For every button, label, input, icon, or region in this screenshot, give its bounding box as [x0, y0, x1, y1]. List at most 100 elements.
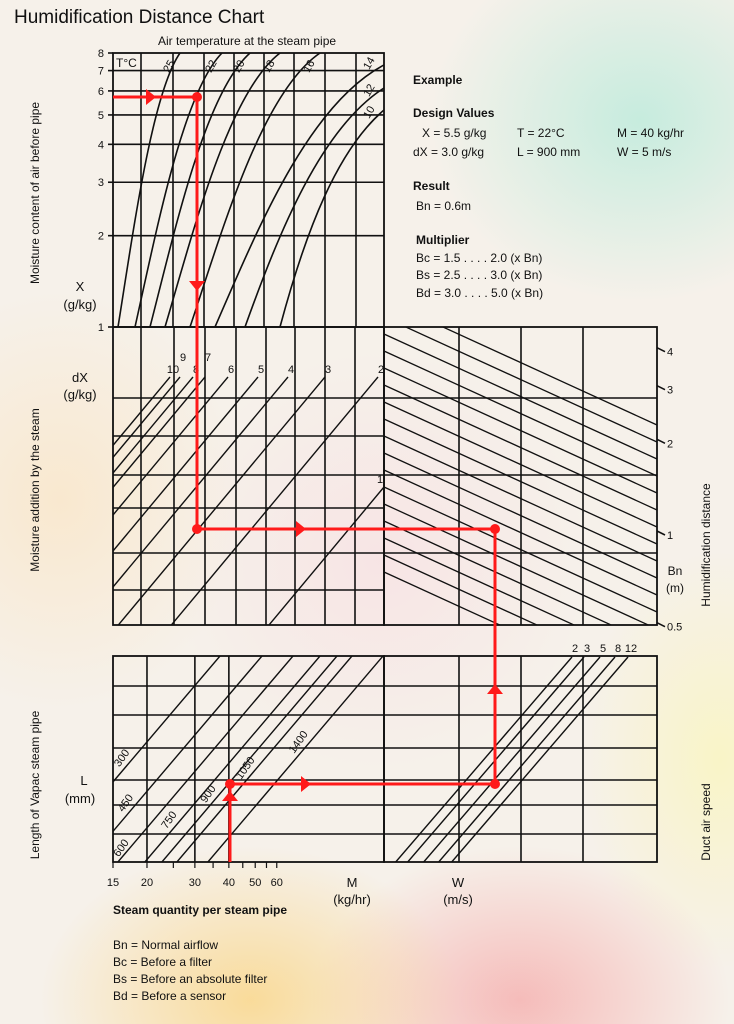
speed-line: [451, 656, 629, 862]
temperature-curve: [164, 53, 281, 327]
dx-line: [117, 376, 326, 625]
example-path-node: [192, 524, 202, 534]
panel-frame: [112, 326, 385, 626]
speed-line-label: 2: [572, 643, 578, 655]
panel-frame: [383, 655, 658, 863]
temperature-curve-label: 12: [361, 82, 378, 99]
x-tick-label: 3: [98, 177, 104, 189]
temperature-curve: [214, 64, 384, 327]
dx-symbol: dX: [72, 370, 88, 385]
bn-line: [441, 327, 657, 426]
temperature-curve-label: 20: [231, 58, 248, 75]
m-tick-label: 15: [107, 877, 119, 889]
speed-line-label: 12: [625, 643, 637, 655]
temperature-curve: [189, 53, 321, 327]
length-line: [113, 656, 263, 833]
dx-line: [113, 376, 289, 589]
dx-line: [113, 376, 181, 459]
result-heading: Result: [413, 179, 450, 193]
example-path-node: [192, 92, 202, 102]
dx-line: [113, 376, 259, 553]
length-line-label: 900: [198, 783, 218, 805]
x-tick-label: 6: [98, 86, 104, 98]
dx-line-label: 3: [325, 364, 331, 376]
dx-line: [170, 376, 379, 625]
x-unit: (g/kg): [63, 297, 97, 312]
dx-line: [268, 486, 384, 625]
length-line: [207, 656, 384, 862]
speed-line: [438, 656, 616, 862]
example-path-arrow: [301, 776, 311, 792]
x-tick-label: 5: [98, 110, 104, 122]
speed-line-label: 5: [600, 643, 606, 655]
left-bottom-axis-label: Length of Vapac steam pipe: [28, 710, 42, 860]
example-path-arrow: [487, 684, 503, 694]
example-path-node: [225, 779, 235, 789]
bn-symbol: Bn: [667, 564, 683, 578]
m-tick-label: 40: [223, 877, 235, 889]
design-dx: dX = 3.0 g/kg: [413, 145, 485, 159]
temperature-curve: [149, 53, 251, 327]
temperature-curve: [279, 109, 384, 327]
dx-line-label: 2: [378, 364, 384, 376]
page-title: Humidification Distance Chart: [14, 7, 265, 28]
temperature-curve-label: 22: [203, 58, 220, 75]
dx-line-label: 10: [167, 364, 179, 376]
temp-unit-label: T°C: [116, 56, 137, 70]
temperature-curve-label: 25: [161, 58, 178, 75]
length-line: [161, 656, 338, 862]
m-tick-label: 60: [271, 877, 283, 889]
bn-line: [384, 469, 657, 596]
bn-line: [384, 367, 657, 494]
bn-tick: [656, 346, 666, 353]
example-heading: Example: [413, 73, 463, 87]
dx-line: [113, 376, 194, 475]
length-line-label: 750: [159, 809, 179, 831]
bn-tick: [656, 385, 666, 391]
x-symbol: X: [75, 279, 85, 294]
panel-frame: [383, 326, 658, 626]
bn-tick-label: 2: [667, 438, 673, 450]
length-line-label: 1400: [287, 729, 311, 756]
dx-line-label: 4: [288, 364, 294, 376]
bn-line: [384, 554, 539, 625]
bn-tick-label: 0.5: [667, 622, 682, 634]
design-l: L = 900 mm: [517, 145, 581, 159]
temperature-curve: [117, 53, 181, 327]
design-w: W = 5 m/s: [617, 145, 672, 159]
bn-line: [384, 452, 657, 579]
multiplier-heading: Multiplier: [416, 233, 470, 247]
example-path-arrow: [222, 791, 238, 801]
m-symbol: M: [346, 875, 358, 890]
temperature-curve-label: 16: [301, 58, 318, 75]
bn-line: [384, 520, 613, 625]
dx-unit: (g/kg): [63, 387, 97, 402]
length-line-label: 1050: [234, 755, 258, 782]
example-path-arrow: [146, 89, 156, 105]
dx-line-label: 1: [377, 474, 383, 486]
left-top-axis-label: Moisture content of air before pipe: [28, 101, 42, 285]
design-x: X = 5.5 g/kg: [422, 126, 487, 140]
bn-unit: (m): [666, 581, 684, 595]
bn-line: [384, 333, 657, 460]
speed-line-label: 8: [615, 643, 621, 655]
bn-line: [384, 350, 657, 477]
length-line-label: 600: [111, 837, 131, 859]
panel-bn-group: [384, 327, 657, 625]
length-line-label: 300: [112, 747, 132, 769]
panel-temp-group: [113, 53, 384, 327]
w-symbol: W: [451, 875, 465, 890]
bn-line: [384, 571, 502, 625]
dx-line-label: 7: [205, 352, 211, 364]
right-mid-axis-label: Humidification distance: [699, 483, 713, 607]
x-tick-label: 1: [98, 322, 104, 334]
panel-dx-group: [113, 327, 384, 625]
result-value: Bn = 0.6m: [416, 199, 472, 213]
bn-line: [384, 486, 657, 613]
panel-frame: [112, 52, 385, 328]
x-tick-label: 4: [98, 139, 104, 151]
legend-item: Bc = Before a filter: [113, 955, 213, 969]
temperature-curve: [134, 53, 223, 327]
bn-tick: [656, 438, 666, 445]
